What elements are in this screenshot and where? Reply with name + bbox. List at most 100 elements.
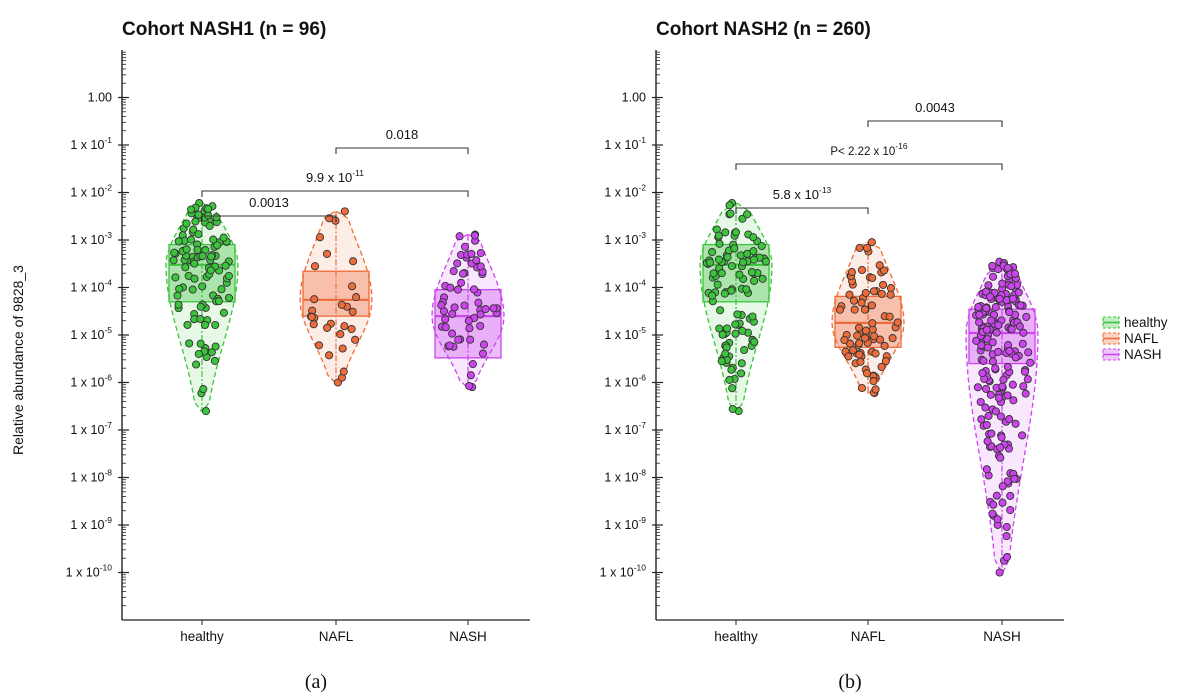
data-point [708,248,717,257]
data-point [983,437,992,446]
x-tick-label: healthy [714,629,758,644]
data-point [437,301,446,310]
data-point [881,357,890,366]
group-NAFL [299,207,373,387]
y-tick-label: 1 x 10-10 [600,563,647,580]
data-point [347,324,356,334]
data-point [190,259,199,268]
data-point [194,210,203,219]
data-point [349,257,358,266]
x-tick-label: NAFL [319,629,354,644]
data-point [725,201,734,210]
data-point [1006,505,1015,515]
data-point [469,285,479,294]
panel-label: (b) [838,671,861,693]
data-point [728,384,737,393]
data-point [999,375,1008,384]
data-point [992,491,1001,500]
data-point [857,265,867,275]
data-point [879,280,888,289]
data-point [1003,391,1012,400]
data-point [193,245,202,254]
data-point [323,323,332,332]
data-point [725,375,734,384]
data-point [737,359,746,368]
data-point [857,298,866,307]
data-point [853,331,862,340]
group-NASH [965,257,1039,577]
data-point [336,330,345,339]
data-point [189,225,198,234]
y-tick-label: 1 x 10-7 [70,420,112,437]
data-point [445,341,454,350]
data-point [728,404,737,414]
data-point [479,340,489,349]
y-tick-label: 1 x 10-5 [604,325,646,342]
data-point [993,515,1002,524]
data-point [1002,522,1011,532]
data-point [730,244,739,253]
data-point [476,262,485,271]
data-point [310,295,319,304]
data-point [994,393,1003,402]
data-point [460,301,469,310]
data-point [466,371,475,380]
data-point [211,320,220,330]
data-point [750,337,759,346]
data-point [182,219,191,228]
data-point [472,256,481,265]
data-point [875,261,884,270]
data-point [187,205,196,214]
bracket-line [735,207,869,214]
data-point [170,248,179,257]
data-point [869,377,878,386]
data-point [723,253,732,262]
data-point [1002,553,1012,562]
data-point [886,290,895,299]
data-point [997,433,1006,442]
data-point [738,258,748,267]
data-point [209,235,218,244]
data-point [210,356,219,365]
y-axis-label: Relative abundance of 9828_3 [10,265,26,455]
data-point [173,291,182,300]
data-point [996,453,1005,462]
data-point [207,252,216,261]
data-point [855,243,864,252]
data-point [761,257,770,266]
data-point [975,310,984,319]
data-point [991,407,1000,416]
data-point [748,312,757,321]
bracket-line [335,147,469,154]
y-tick-label: 1 x 10-1 [604,135,646,152]
data-point [206,266,215,275]
data-point [849,296,859,305]
data-point [749,255,759,264]
data-point [1020,367,1030,376]
panel-b: Cohort NASH2 (n = 260) 1.00 1 x 10-1 1 x 10… [600,19,1064,693]
data-point [470,231,479,240]
p-value-label: 0.0043 [915,100,955,115]
data-point [454,335,463,344]
data-point [877,289,886,298]
data-point [1024,348,1033,357]
data-point [987,429,996,438]
data-point [325,351,334,360]
data-point [720,289,729,298]
data-point [441,315,450,324]
data-point [449,267,458,276]
y-tick-label: 1 x 10-4 [604,278,646,295]
data-point [977,415,986,424]
data-point [171,273,180,282]
x-tick-label: NASH [983,629,1021,644]
data-point [213,241,222,250]
data-point [875,335,885,344]
data-point [1005,308,1014,317]
p-value-label: 0.0013 [249,195,289,210]
data-point [458,269,468,278]
p-value-label: 0.018 [386,127,419,142]
data-point [988,357,997,366]
data-point [845,290,854,299]
data-point [191,217,200,226]
data-point [862,369,872,378]
